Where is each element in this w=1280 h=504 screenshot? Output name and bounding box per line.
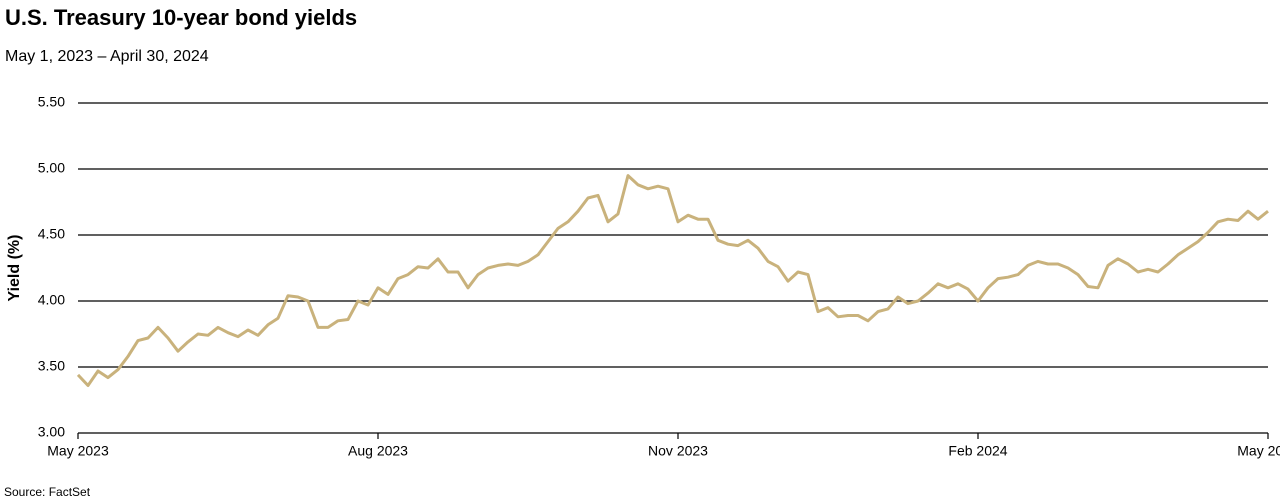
yield-line [76,174,1269,387]
y-tick-label: 5.50 [38,94,65,110]
y-tick-label: 3.00 [38,424,65,440]
x-tick-label: May 2024 [1237,443,1280,459]
y-tick-label: 4.50 [38,226,65,242]
y-tick-label: 3.50 [38,358,65,374]
source-note: Source: FactSet [4,485,91,499]
y-axis-label: Yield (%) [6,235,23,302]
x-tick-label: Nov 2023 [648,443,708,459]
x-tick-label: May 2023 [47,443,109,459]
y-tick-label: 5.00 [38,160,65,176]
x-tick-label: Aug 2023 [348,443,408,459]
chart-title: U.S. Treasury 10-year bond yields [5,5,357,30]
y-tick-label: 4.00 [38,292,65,308]
chart-subtitle: May 1, 2023 – April 30, 2024 [5,48,209,65]
x-tick-label: Feb 2024 [948,443,1007,459]
